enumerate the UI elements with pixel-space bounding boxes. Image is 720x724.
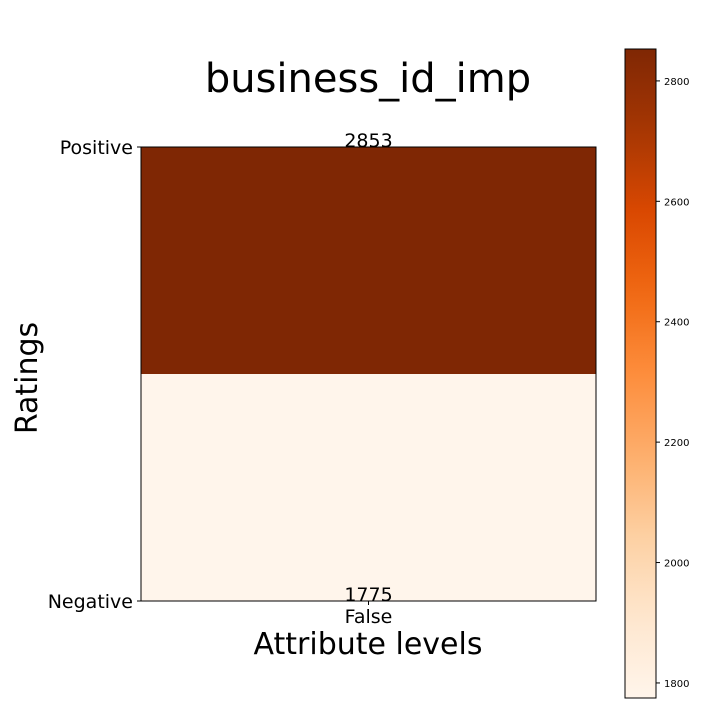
colorbar: 1800 2000 2200 2400 2600 2800: [624, 48, 689, 699]
colorbar-tick-label: 2000: [664, 559, 689, 570]
colorbar-tick-label: 1800: [664, 679, 689, 690]
plot-area: Positive Negative False 2853 1775: [48, 130, 597, 628]
y-axis-label: Ratings: [10, 322, 45, 434]
y-tick-label-negative: Negative: [48, 591, 133, 613]
heatmap-cell-negative: [141, 374, 596, 601]
cell-value-label: 2853: [344, 130, 392, 152]
y-tick-label-positive: Positive: [60, 137, 133, 159]
colorbar-tick-label: 2200: [664, 438, 689, 449]
x-tick-label-false: False: [345, 606, 393, 628]
chart-title: business_id_imp: [205, 56, 531, 102]
x-axis-label: Attribute levels: [254, 627, 483, 662]
colorbar-gradient: [624, 48, 657, 699]
colorbar-tick-label: 2400: [664, 318, 689, 329]
colorbar-tick-label: 2800: [664, 77, 689, 88]
cell-value-label: 1775: [344, 584, 392, 606]
heatmap-cell-positive: [141, 147, 596, 374]
colorbar-tick-label: 2600: [664, 197, 689, 208]
